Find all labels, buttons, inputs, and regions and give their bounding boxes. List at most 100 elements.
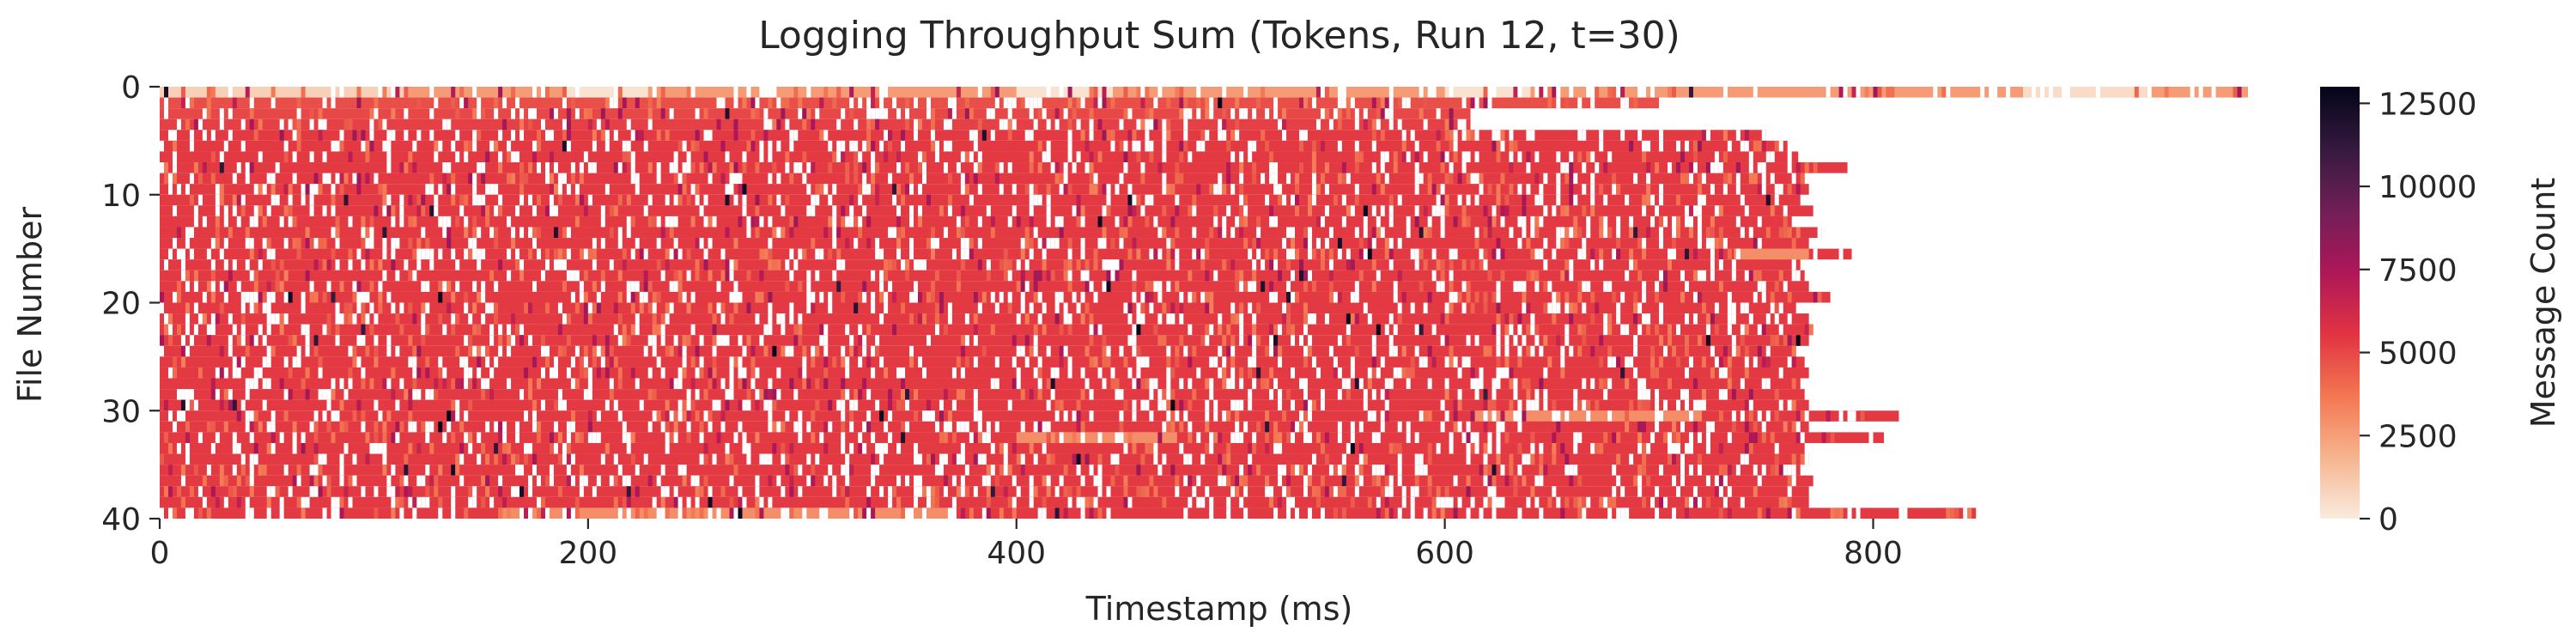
heatmap-cell bbox=[1333, 291, 1338, 303]
heatmap-cell bbox=[1029, 345, 1034, 357]
heatmap-cell bbox=[253, 281, 258, 292]
heatmap-cell bbox=[768, 248, 773, 260]
heatmap-cell bbox=[1847, 507, 1852, 519]
heatmap-cell bbox=[1564, 465, 1570, 476]
heatmap-cell bbox=[587, 248, 592, 260]
heatmap-cell bbox=[1320, 173, 1325, 185]
heatmap-cell bbox=[579, 367, 584, 379]
heatmap-cell bbox=[892, 291, 897, 303]
heatmap-cell bbox=[956, 87, 961, 98]
heatmap-cell bbox=[1449, 302, 1454, 314]
heatmap-cell bbox=[785, 453, 790, 465]
heatmap-cell bbox=[318, 389, 323, 400]
heatmap-cell bbox=[352, 345, 357, 357]
heatmap-cell bbox=[1166, 367, 1171, 379]
heatmap-cell bbox=[1517, 216, 1522, 228]
heatmap-cell bbox=[1440, 313, 1445, 325]
heatmap-cell bbox=[1243, 475, 1249, 487]
heatmap-cell bbox=[1727, 378, 1732, 390]
heatmap-cell bbox=[1543, 367, 1548, 379]
heatmap-cell bbox=[1388, 238, 1394, 249]
heatmap-cell bbox=[609, 378, 614, 390]
heatmap-cell bbox=[708, 378, 713, 390]
heatmap-cell bbox=[1089, 313, 1094, 325]
heatmap-cell bbox=[1564, 97, 1570, 109]
heatmap-cell bbox=[557, 184, 562, 195]
heatmap-cell bbox=[583, 345, 588, 357]
heatmap-cell bbox=[828, 216, 833, 228]
heatmap-cell bbox=[1744, 130, 1749, 141]
heatmap-cell bbox=[1692, 205, 1698, 216]
heatmap-cell bbox=[489, 140, 495, 152]
heatmap-cell bbox=[1650, 194, 1656, 206]
heatmap-cell bbox=[1791, 399, 1796, 411]
heatmap-cell bbox=[1804, 453, 1809, 465]
heatmap-cell bbox=[1504, 194, 1510, 206]
heatmap-cell bbox=[318, 453, 323, 465]
heatmap-cell bbox=[755, 389, 760, 400]
heatmap-cell bbox=[1354, 475, 1359, 487]
heatmap-cell bbox=[180, 410, 185, 422]
heatmap-cell bbox=[1033, 270, 1038, 282]
heatmap-cell bbox=[1307, 270, 1312, 282]
heatmap-cell bbox=[189, 173, 194, 185]
heatmap-cell bbox=[1980, 87, 1985, 98]
heatmap-cell bbox=[468, 248, 473, 260]
heatmap-cell bbox=[1371, 367, 1376, 379]
heatmap-cell bbox=[836, 140, 841, 152]
heatmap-cell bbox=[776, 227, 781, 239]
heatmap-cell bbox=[322, 291, 327, 303]
heatmap-cell bbox=[1804, 162, 1809, 173]
heatmap-cell bbox=[481, 345, 486, 357]
heatmap-cell bbox=[755, 291, 760, 303]
heatmap-cell bbox=[930, 130, 935, 141]
heatmap-cell bbox=[854, 389, 859, 400]
heatmap-row-14 bbox=[160, 238, 1809, 249]
heatmap-cell bbox=[921, 507, 927, 519]
heatmap-cell bbox=[1474, 227, 1479, 239]
heatmap-cell bbox=[1697, 173, 1702, 185]
heatmap-cell bbox=[1697, 140, 1702, 152]
heatmap-cell bbox=[163, 259, 168, 270]
heatmap-cell bbox=[845, 216, 850, 228]
heatmap-cell bbox=[258, 259, 263, 270]
heatmap-cell bbox=[905, 475, 910, 487]
heatmap-cell bbox=[1076, 118, 1081, 131]
heatmap-cell bbox=[502, 97, 507, 109]
heatmap-cell bbox=[1453, 291, 1458, 303]
heatmap-cell bbox=[871, 270, 876, 282]
heatmap-cell bbox=[339, 465, 344, 476]
heatmap-cell bbox=[1461, 259, 1467, 270]
heatmap-cell bbox=[1388, 97, 1394, 109]
heatmap-cell bbox=[494, 302, 499, 314]
heatmap-cell bbox=[1603, 194, 1608, 206]
heatmap-segment bbox=[1734, 248, 1809, 260]
heatmap-cell bbox=[442, 216, 447, 228]
heatmap-cell bbox=[1718, 410, 1723, 422]
heatmap-cell bbox=[1106, 130, 1111, 141]
heatmap-cell bbox=[1273, 442, 1279, 454]
heatmap-cell bbox=[1067, 184, 1072, 195]
heatmap-cell bbox=[1722, 238, 1728, 249]
heatmap-cell bbox=[720, 486, 726, 497]
heatmap-cell bbox=[1616, 184, 1621, 195]
heatmap-cell bbox=[858, 432, 863, 443]
heatmap-cell bbox=[477, 291, 482, 303]
heatmap-cell bbox=[1440, 270, 1445, 282]
heatmap-cell bbox=[871, 97, 876, 109]
heatmap-cell bbox=[412, 421, 417, 433]
heatmap-cell bbox=[1354, 281, 1359, 292]
heatmap-cell bbox=[1256, 421, 1261, 433]
heatmap-cell bbox=[1282, 108, 1287, 119]
heatmap-cell bbox=[639, 399, 644, 411]
heatmap-row-30 bbox=[160, 410, 1899, 422]
heatmap-cell bbox=[1440, 507, 1445, 519]
heatmap-cell bbox=[455, 378, 460, 390]
heatmap-cell bbox=[1303, 378, 1308, 390]
heatmap-cell bbox=[1388, 259, 1394, 270]
heatmap-cell bbox=[1020, 302, 1025, 314]
heatmap-cell bbox=[964, 151, 969, 163]
heatmap-cell bbox=[326, 486, 331, 497]
heatmap-cell bbox=[811, 410, 816, 422]
heatmap-cell bbox=[1059, 345, 1064, 357]
